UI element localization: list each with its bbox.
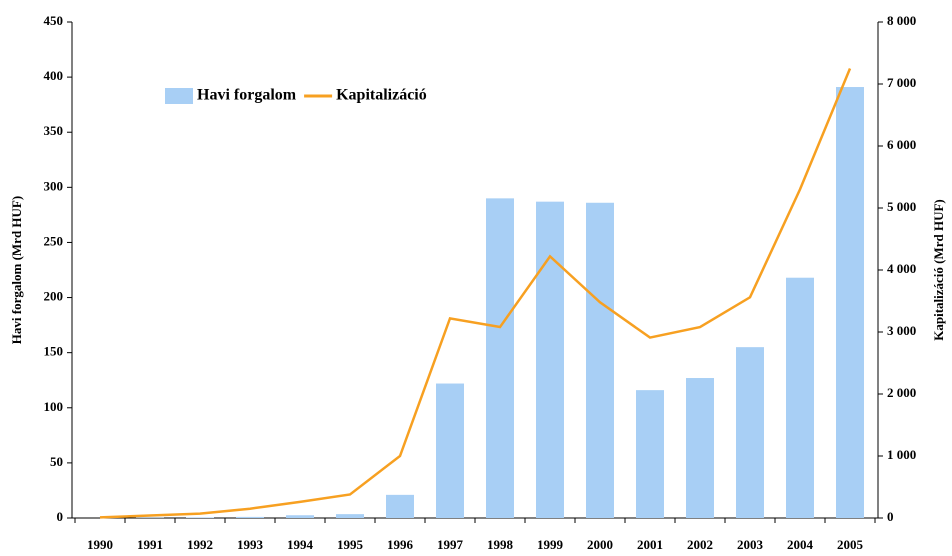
y2-tick-label: 1 000: [887, 447, 916, 462]
x-tick-label: 1998: [487, 537, 514, 552]
bar: [236, 516, 264, 518]
y-tick-label: 150: [44, 344, 64, 359]
x-tick-label: 2003: [737, 537, 764, 552]
x-tick-label: 1996: [387, 537, 414, 552]
bar: [636, 390, 664, 518]
bar: [586, 202, 614, 518]
y2-tick-label: 0: [887, 509, 894, 524]
y2-tick-label: 5 000: [887, 199, 916, 214]
x-tick-label: 2002: [687, 537, 713, 552]
x-tick-label: 1993: [237, 537, 264, 552]
y-tick-label: 450: [44, 13, 64, 28]
x-tick-label: 2000: [587, 537, 613, 552]
y-tick-label: 400: [44, 68, 64, 83]
y2-tick-label: 6 000: [887, 137, 916, 152]
bar: [336, 514, 364, 518]
x-tick-label: 1995: [337, 537, 364, 552]
x-tick-label: 1992: [187, 537, 213, 552]
bar: [836, 87, 864, 518]
bar: [186, 517, 214, 518]
y-tick-label: 200: [44, 289, 64, 304]
y-tick-label: 250: [44, 233, 64, 248]
x-tick-label: 2004: [787, 537, 814, 552]
bar: [486, 198, 514, 518]
x-tick-label: 1990: [87, 537, 113, 552]
y2-tick-label: 7 000: [887, 75, 916, 90]
bar: [386, 494, 414, 518]
y-tick-label: 350: [44, 123, 64, 138]
y-axis-label: Havi forgalom (Mrd HUF): [9, 196, 24, 344]
y2-tick-label: 8 000: [887, 13, 916, 28]
legend-label: Havi forgalom: [197, 87, 297, 104]
bar: [686, 378, 714, 518]
line: [99, 68, 852, 519]
x-tick-label: 2001: [637, 537, 663, 552]
x-tick-label: 1997: [437, 537, 464, 552]
bar: [736, 347, 764, 518]
x-tick-label: 1991: [137, 537, 163, 552]
y-tick-label: 50: [50, 454, 63, 469]
y2-axis-label: Kapitalizáció (Mrd HUF): [931, 199, 946, 341]
y-tick-label: 300: [44, 178, 64, 193]
y2-tick-label: 4 000: [887, 261, 916, 276]
x-tick-label: 1999: [537, 537, 564, 552]
x-tick-label: 2005: [837, 537, 864, 552]
bar: [536, 201, 564, 518]
y-tick-label: 0: [57, 509, 64, 524]
legend-swatch: [165, 88, 193, 104]
bar: [786, 277, 814, 518]
y2-tick-label: 2 000: [887, 385, 916, 400]
y2-tick-label: 3 000: [887, 323, 916, 338]
bar: [436, 383, 464, 518]
y-tick-label: 100: [44, 399, 64, 414]
bar: [286, 515, 314, 518]
x-tick-label: 1994: [287, 537, 314, 552]
legend-label: Kapitalizáció: [336, 87, 427, 104]
